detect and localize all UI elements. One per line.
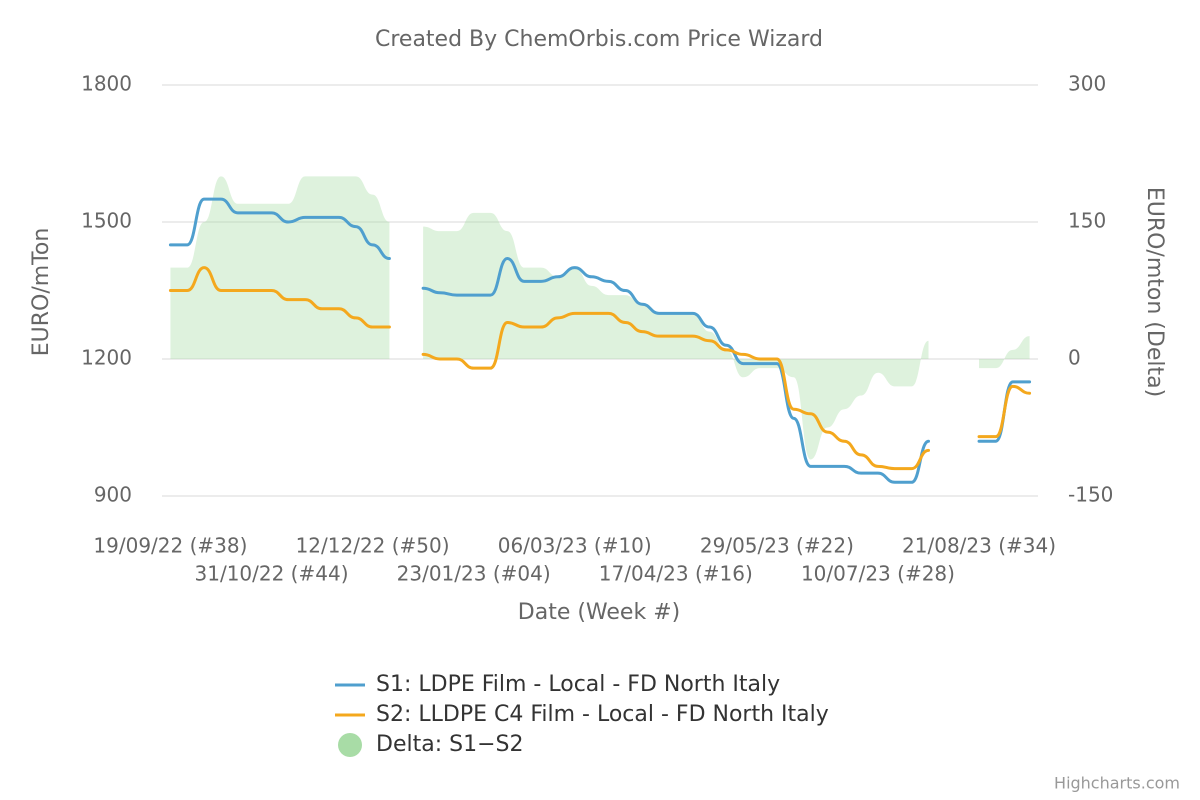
x-tick-label: 12/12/22 (#50) xyxy=(296,534,450,558)
y-axis-title: EURO/mTon xyxy=(29,228,54,357)
legend-label: Delta: S1−S2 xyxy=(376,732,523,757)
x-tick-label: 19/09/22 (#38) xyxy=(93,534,247,558)
y2-tick-label: 300 xyxy=(1068,72,1106,96)
x-tick-label: 29/05/23 (#22) xyxy=(700,534,854,558)
series-line xyxy=(168,197,391,261)
x-tick-label: 21/08/23 (#34) xyxy=(902,534,1056,558)
series-line xyxy=(421,257,930,484)
x-tick-label: 31/10/22 (#44) xyxy=(195,562,349,586)
y-tick-label: 1200 xyxy=(81,346,132,370)
legend-label: S2: LLDPE C4 Film - Local - FD North Ita… xyxy=(376,702,829,727)
delta-area xyxy=(979,336,1030,369)
y2-tick-label: -150 xyxy=(1068,483,1113,507)
lines xyxy=(168,197,1032,484)
series-line xyxy=(421,311,930,471)
credits: Highcharts.com xyxy=(1054,774,1180,793)
y2-tick-label: 0 xyxy=(1068,346,1081,370)
x-tick-label: 10/07/23 (#28) xyxy=(801,562,955,586)
x-tick-label: 23/01/23 (#04) xyxy=(397,562,551,586)
series-line xyxy=(168,266,391,329)
y2-axis-title: EURO/mton (Delta) xyxy=(1142,187,1167,397)
x-tick-label: 17/04/23 (#16) xyxy=(599,562,753,586)
legend-symbol xyxy=(338,733,362,757)
chart-title: Created By ChemOrbis.com Price Wizard xyxy=(375,27,823,52)
x-axis-title: Date (Week #) xyxy=(518,600,680,625)
delta-area xyxy=(170,176,390,359)
y-tick-label: 900 xyxy=(94,483,132,507)
y-tick-label: 1800 xyxy=(81,72,132,96)
grid xyxy=(162,84,1038,497)
y2-tick-label: 150 xyxy=(1068,209,1106,233)
y-tick-label: 1500 xyxy=(81,209,132,233)
series-line xyxy=(977,384,1032,439)
x-tick-label: 06/03/23 (#10) xyxy=(498,534,652,558)
legend-label: S1: LDPE Film - Local - FD North Italy xyxy=(376,672,780,697)
